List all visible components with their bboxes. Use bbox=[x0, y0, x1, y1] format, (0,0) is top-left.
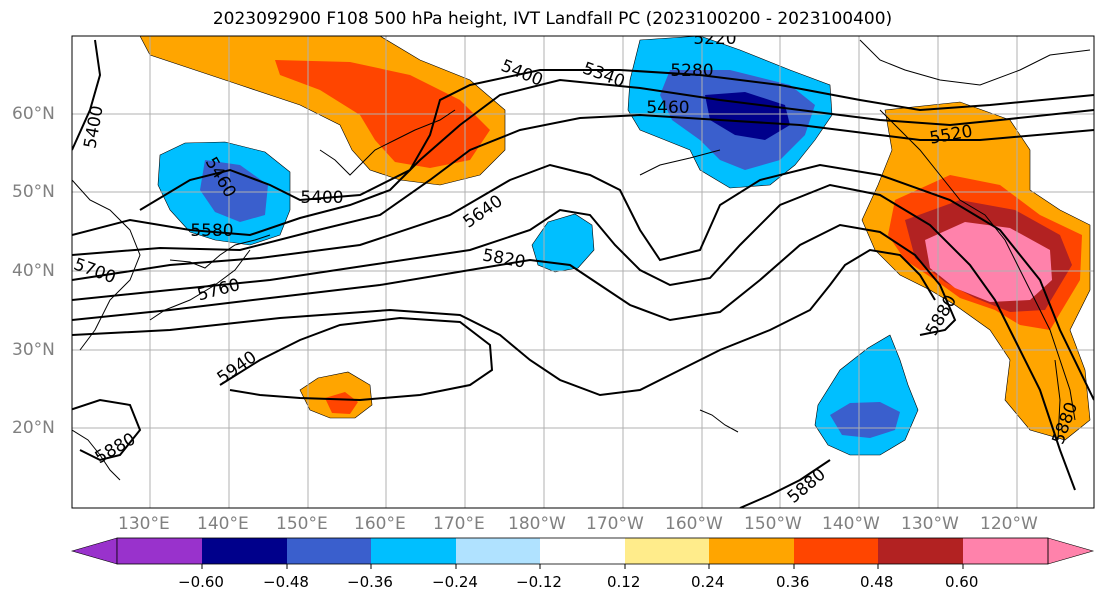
colorbar-extend-left bbox=[70, 537, 118, 565]
contour-label: 5400 bbox=[300, 188, 343, 208]
lat-label: 40°N bbox=[12, 261, 55, 281]
colorbar-tick-label: −0.36 bbox=[347, 573, 393, 591]
lon-label: 170°E bbox=[433, 514, 485, 534]
contour-label: 5460 bbox=[646, 98, 689, 118]
map-frame bbox=[71, 35, 1095, 509]
graticule bbox=[72, 36, 1094, 508]
colorbar-bin bbox=[117, 538, 202, 564]
ivt-negative-north-core bbox=[705, 92, 790, 140]
colorbar-tick-label: 0.24 bbox=[691, 573, 725, 591]
contour-label: 5220 bbox=[693, 29, 736, 49]
lon-label: 140°E bbox=[197, 514, 249, 534]
contour-label: 5880 bbox=[784, 465, 830, 508]
ivt-negative-south-core bbox=[830, 402, 900, 438]
lon-label: 150°E bbox=[276, 514, 328, 534]
contour-label: 5760 bbox=[195, 275, 242, 306]
colorbar-bin bbox=[709, 538, 794, 564]
lat-label: 30°N bbox=[12, 340, 55, 360]
colorbar-tick-label: −0.60 bbox=[178, 573, 224, 591]
colorbar-tick-label: 0.36 bbox=[776, 573, 810, 591]
colorbar-tick-label: 0.48 bbox=[860, 573, 894, 591]
map-title: 2023092900 F108 500 hPa height, IVT Land… bbox=[212, 9, 893, 29]
lon-label: 130°E bbox=[118, 514, 170, 534]
colorbar-bin bbox=[287, 538, 371, 564]
colorbar-tick-label: 0.60 bbox=[945, 573, 979, 591]
colorbar-extend-right bbox=[1047, 537, 1095, 565]
lat-label: 50°N bbox=[12, 182, 55, 202]
height-contours bbox=[72, 39, 1094, 508]
lon-label: 180°W bbox=[508, 514, 566, 534]
colorbar-bin bbox=[963, 538, 1048, 564]
contour-label: 5400 bbox=[80, 104, 107, 150]
colorbar-bin bbox=[540, 538, 625, 564]
lon-label: 140°W bbox=[822, 514, 880, 534]
colorbar-tick-label: −0.24 bbox=[432, 573, 478, 591]
lon-label: 130°W bbox=[901, 514, 959, 534]
colorbar-tick-label: 0.12 bbox=[607, 573, 641, 591]
lat-label: 20°N bbox=[12, 418, 55, 438]
ivt-positive-small-core bbox=[325, 392, 358, 414]
contour-label: 5940 bbox=[214, 347, 261, 388]
colorbar-bin bbox=[794, 538, 878, 564]
ivt-positive-east-pink bbox=[925, 222, 1052, 302]
contour-label: 5340 bbox=[580, 59, 627, 93]
lon-label: 170°W bbox=[586, 514, 644, 534]
lon-label: 120°W bbox=[980, 514, 1038, 534]
contour-label: 5280 bbox=[670, 61, 713, 81]
contour-label: 5700 bbox=[71, 255, 118, 289]
lon-label: 160°W bbox=[665, 514, 723, 534]
contour-label: 5580 bbox=[190, 221, 233, 241]
lon-label: 150°W bbox=[744, 514, 802, 534]
colorbar-bin bbox=[371, 538, 456, 564]
lon-label: 160°E bbox=[354, 514, 406, 534]
colorbar-tick-label: −0.12 bbox=[516, 573, 562, 591]
contour-label: 5640 bbox=[460, 191, 507, 232]
colorbar bbox=[70, 537, 1095, 569]
contour-label: 5880 bbox=[922, 292, 961, 339]
contour-label: 5400 bbox=[498, 56, 546, 91]
colorbar-bin bbox=[625, 538, 709, 564]
lat-label: 60°N bbox=[12, 104, 55, 124]
ivt-negative-west-core bbox=[200, 160, 268, 222]
colorbar-bin bbox=[878, 538, 963, 564]
colorbar-bin bbox=[202, 538, 287, 564]
coastlines bbox=[72, 39, 1091, 481]
colorbar-tick-label: −0.48 bbox=[263, 573, 309, 591]
contour-label: 5880 bbox=[92, 429, 139, 468]
colorbar-bin bbox=[456, 538, 540, 564]
contour-label: 5820 bbox=[481, 245, 527, 272]
